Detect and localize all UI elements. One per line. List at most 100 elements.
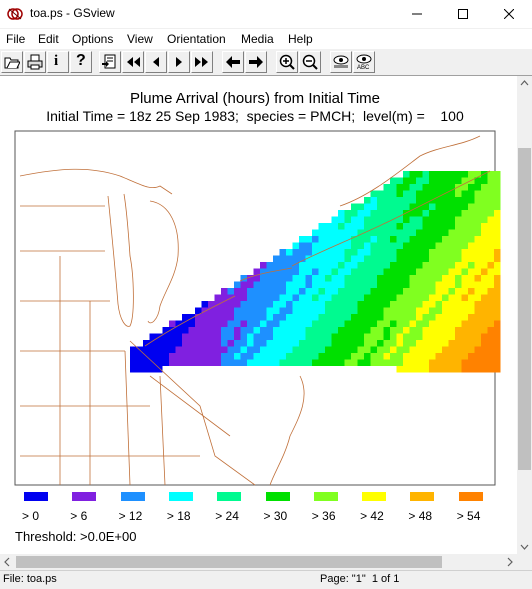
plume-cell xyxy=(442,242,449,249)
scroll-down-icon[interactable] xyxy=(517,539,532,554)
plume-cell xyxy=(435,171,442,178)
menu-file[interactable]: File xyxy=(6,32,26,46)
plume-cell xyxy=(234,333,241,340)
plume-cell xyxy=(487,210,494,217)
coastline-lake-michigan xyxy=(107,193,134,327)
plume-cell xyxy=(487,307,494,314)
print-button[interactable] xyxy=(24,51,46,73)
plume-cell xyxy=(448,314,455,321)
plume-cell xyxy=(240,275,247,282)
plume-cell xyxy=(149,366,156,373)
plume-cell xyxy=(357,210,364,217)
vertical-scrollbar[interactable] xyxy=(517,76,532,554)
plume-cell xyxy=(481,275,488,282)
plume-cell xyxy=(162,333,169,340)
next-page-button[interactable] xyxy=(168,51,190,73)
plume-cell xyxy=(247,320,254,327)
text-extract-button[interactable]: ABC xyxy=(353,51,375,73)
plume-cell xyxy=(494,333,501,340)
menu-bar: File Edit Options View Orientation Media… xyxy=(0,29,532,49)
window-title: toa.ps - GSview xyxy=(30,6,115,20)
zoom-out-button[interactable] xyxy=(299,51,321,73)
plume-cell xyxy=(370,288,377,295)
plume-cell xyxy=(435,210,442,217)
first-page-button[interactable] xyxy=(122,51,144,73)
plume-cell xyxy=(416,236,423,243)
plume-cell xyxy=(390,340,397,347)
plume-cell xyxy=(325,288,332,295)
zoom-in-button[interactable] xyxy=(276,51,298,73)
plume-cell xyxy=(292,320,299,327)
goto-page-button[interactable] xyxy=(99,51,121,73)
plume-cell xyxy=(169,353,176,360)
plume-cell xyxy=(422,320,429,327)
vertical-scroll-thumb[interactable] xyxy=(518,148,531,470)
plume-cell xyxy=(338,340,345,347)
back-button[interactable] xyxy=(222,51,244,73)
open-button[interactable] xyxy=(1,51,23,73)
horizontal-scroll-thumb[interactable] xyxy=(16,556,442,568)
plume-cell xyxy=(286,307,293,314)
plume-cell xyxy=(253,301,260,308)
scroll-up-icon[interactable] xyxy=(517,76,532,91)
plume-cell xyxy=(338,255,345,262)
plume-cell xyxy=(351,340,358,347)
menu-options[interactable]: Options xyxy=(72,32,114,46)
plume-cell xyxy=(455,171,462,178)
plume-cell xyxy=(390,177,397,184)
plume-cell xyxy=(416,184,423,191)
menu-view[interactable]: View xyxy=(127,32,153,46)
forward-button[interactable] xyxy=(245,51,267,73)
document-canvas[interactable]: Plume Arrival (hours) from Initial Time … xyxy=(0,76,517,554)
scroll-left-icon[interactable] xyxy=(0,554,15,570)
plume-cell xyxy=(325,294,332,301)
scroll-right-icon[interactable] xyxy=(502,554,517,570)
prev-page-button[interactable] xyxy=(145,51,167,73)
menu-media[interactable]: Media xyxy=(241,32,274,46)
plume-cell xyxy=(383,281,390,288)
goto-page-icon xyxy=(102,54,116,69)
plume-cell xyxy=(318,353,325,360)
plume-cell xyxy=(182,327,189,334)
plume-cell xyxy=(325,249,332,256)
plume-cell xyxy=(325,314,332,321)
close-button[interactable] xyxy=(486,0,532,28)
menu-orientation[interactable]: Orientation xyxy=(167,32,226,46)
help-button[interactable]: ? xyxy=(70,51,92,73)
plume-cell xyxy=(175,353,182,360)
last-page-button[interactable] xyxy=(191,51,213,73)
plume-cell xyxy=(318,268,325,275)
plume-cell xyxy=(442,359,449,366)
plume-cell xyxy=(487,327,494,334)
info-button[interactable]: i xyxy=(47,51,69,73)
plume-cell xyxy=(351,210,358,217)
minimize-button[interactable] xyxy=(394,0,440,28)
plume-cell xyxy=(487,301,494,308)
plume-cell xyxy=(266,359,273,366)
maximize-button[interactable] xyxy=(440,0,486,28)
plume-cell xyxy=(442,294,449,301)
plume-cell xyxy=(175,346,182,353)
plume-cell xyxy=(409,236,416,243)
plume-cell xyxy=(370,346,377,353)
display-settings-button[interactable] xyxy=(330,51,352,73)
plume-cell xyxy=(273,268,280,275)
plume-cell xyxy=(377,203,384,210)
plume-cell xyxy=(195,327,202,334)
plume-cell xyxy=(357,249,364,256)
plume-cell xyxy=(260,314,267,321)
plume-cell xyxy=(247,359,254,366)
plume-cell xyxy=(364,262,371,269)
plume-cell xyxy=(279,255,286,262)
menu-help[interactable]: Help xyxy=(288,32,313,46)
back-icon xyxy=(226,56,240,68)
legend-swatch xyxy=(265,492,290,501)
plume-cell xyxy=(442,333,449,340)
horizontal-scrollbar[interactable] xyxy=(0,554,517,570)
legend-swatch xyxy=(458,492,483,501)
menu-edit[interactable]: Edit xyxy=(38,32,59,46)
plume-cell xyxy=(240,333,247,340)
plume-cell xyxy=(494,327,501,334)
plume-cell xyxy=(468,229,475,236)
plume-cell xyxy=(383,333,390,340)
